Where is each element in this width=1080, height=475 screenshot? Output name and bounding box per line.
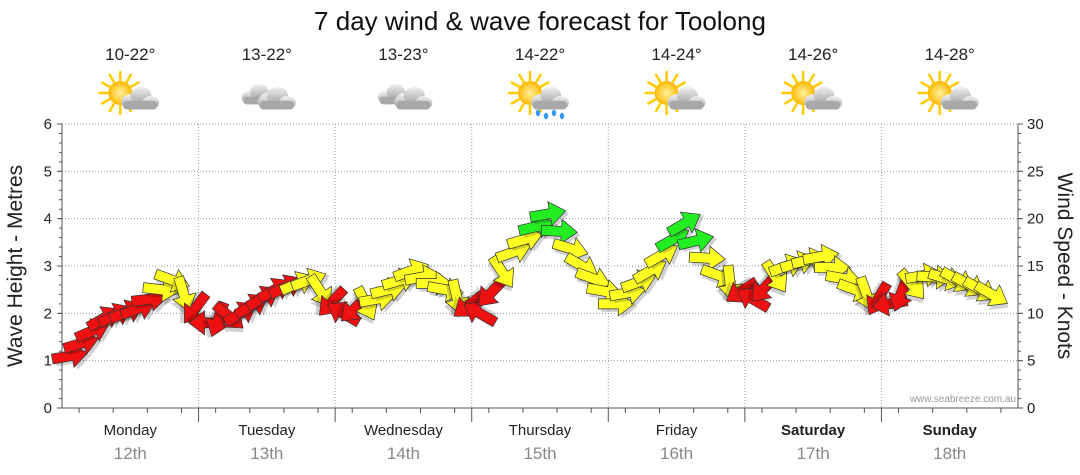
temp-range: 13-23°: [378, 45, 428, 64]
left-tick-label: 2: [44, 305, 52, 322]
day-date: 16th: [660, 444, 693, 463]
day-name: Monday: [104, 422, 158, 439]
day-name: Thursday: [509, 422, 572, 439]
wind-arrow: [487, 254, 514, 292]
temp-range: 13-22°: [242, 45, 292, 64]
cloud-icon: [257, 86, 296, 110]
wind-arrow: [551, 236, 591, 265]
day-name: Tuesday: [238, 422, 295, 439]
wind-arrow: [631, 258, 671, 286]
wind-arrow: [463, 297, 499, 328]
left-axis-title: Wave Height - Metres: [4, 165, 27, 367]
right-axis-title: Wind Speed - Knots: [1053, 173, 1076, 360]
day-date: 14th: [387, 444, 420, 463]
weather-row: 10-22° 13-22° 13-23° 14-22° 14-24° 14-26° 14-2…: [98, 45, 979, 120]
wind-arrow: [973, 280, 1009, 310]
day-date: 12th: [114, 444, 147, 463]
credit-text: www.seabreeze.com.au: [909, 394, 1016, 405]
wind-arrow: [180, 290, 211, 324]
day-date: 13th: [250, 444, 283, 463]
day-date: 17th: [797, 444, 830, 463]
right-tick-label: 0: [1027, 400, 1035, 417]
wind-arrow: [540, 218, 581, 247]
day-name: Wednesday: [364, 422, 443, 439]
day-name: Sunday: [923, 422, 978, 439]
day-labels: Monday 12th Tuesday 13th Wednesday 14th Thursd…: [104, 422, 978, 463]
wind-arrow: [688, 245, 729, 274]
left-tick-label: 0: [44, 400, 52, 417]
right-tick-label: 25: [1027, 163, 1044, 180]
left-tick-label: 6: [44, 116, 52, 133]
chart-title: 7 day wind & wave forecast for Toolong: [314, 6, 766, 36]
temp-range: 10-22°: [105, 45, 155, 64]
temp-range: 14-22°: [515, 45, 565, 64]
day-date: 18th: [933, 444, 966, 463]
cloud-icon: [394, 86, 433, 110]
day-name: Saturday: [781, 422, 846, 439]
right-tick-label: 10: [1027, 305, 1044, 322]
temp-range: 14-26°: [788, 45, 838, 64]
cloud-icon: [940, 86, 979, 110]
grid: [62, 123, 1018, 408]
left-tick-label: 4: [44, 211, 52, 228]
rain-icon: [535, 109, 565, 120]
temp-range: 14-28°: [925, 45, 975, 64]
day-name: Friday: [656, 422, 698, 439]
wind-arrow: [643, 243, 682, 270]
day-date: 15th: [523, 444, 556, 463]
wind-arrow: [506, 226, 547, 253]
wind-arrow: [528, 201, 570, 228]
right-tick-label: 15: [1027, 258, 1044, 275]
cloud-icon: [804, 86, 843, 110]
cloud-icon: [121, 86, 160, 110]
left-tick-label: 1: [44, 353, 52, 370]
cloud-icon: [530, 86, 569, 110]
wind-arrows: [50, 201, 1009, 370]
left-tick-label: 3: [44, 258, 52, 275]
right-tick-label: 5: [1027, 353, 1035, 370]
axes: 0 1 2 3 4 5 6 0 5 10 15 20 25 30: [44, 116, 1044, 422]
wind-arrow: [896, 267, 925, 303]
right-tick-label: 30: [1027, 116, 1044, 133]
cloud-icon: [667, 86, 706, 110]
left-tick-label: 5: [44, 163, 52, 180]
wind-arrow: [676, 228, 718, 255]
right-tick-label: 20: [1027, 211, 1044, 228]
temp-range: 14-24°: [651, 45, 701, 64]
